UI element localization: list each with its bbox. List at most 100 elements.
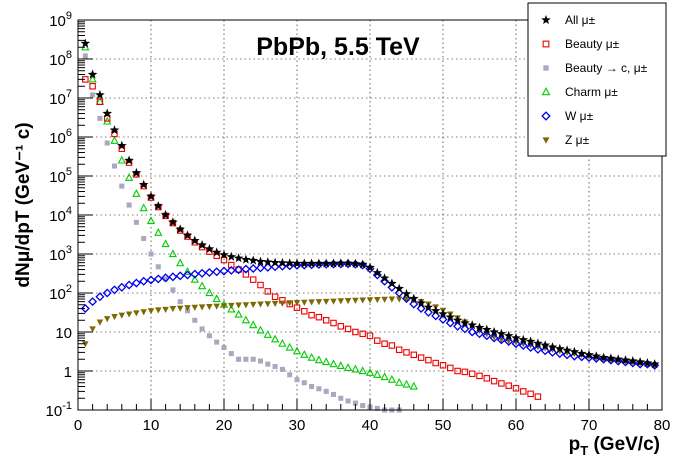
data-point [205,288,214,297]
data-point [606,353,616,363]
data-point [270,334,280,343]
data-point [162,306,169,313]
data-point [138,179,149,189]
data-point [279,366,285,372]
data-point [649,359,660,369]
legend-label: Charm μ± [565,85,618,99]
data-point [533,338,543,348]
data-point [219,266,229,276]
data-point [357,259,368,269]
data-point [352,297,359,304]
data-point [543,65,549,71]
data-point [161,273,171,283]
data-point [489,333,499,343]
data-point [147,308,155,315]
data-point [111,313,118,321]
data-point [87,69,98,79]
data-point [372,267,383,277]
legend-label: All μ± [565,13,596,27]
data-point [432,359,439,367]
data-point [635,359,645,369]
data-point [359,330,366,338]
data-point [192,317,198,323]
data-point [379,273,390,283]
data-point [175,224,185,234]
data-point [314,258,324,268]
y-tick-label: 104 [49,205,72,225]
data-point [395,377,404,386]
data-point [352,400,358,406]
data-point [227,304,236,313]
data-point [248,255,258,265]
data-point [117,155,126,164]
data-point [483,375,491,382]
axis-ticks [77,19,663,411]
data-point [131,167,142,177]
data-point [175,271,185,281]
data-point [591,351,602,361]
data-point [249,301,257,309]
data-point [447,364,454,372]
data-point [235,302,242,309]
data-point [496,328,507,338]
data-point [169,305,177,313]
data-point [344,298,352,305]
data-point [212,294,221,303]
data-point [197,281,207,290]
series-4 [80,259,660,370]
data-point [482,324,492,334]
data-point [547,347,558,357]
y-tick-label: 109 [49,10,72,30]
data-point [584,353,594,363]
data-point [541,15,551,24]
data-point [249,320,258,329]
data-point [300,350,309,358]
data-point [214,339,220,345]
data-point [265,361,271,367]
data-point [540,346,550,356]
data-point [125,311,133,318]
data-point [170,287,176,293]
x-tick-label: 10 [143,417,160,434]
data-point [284,258,295,268]
y-tick-labels: 10-1 1 10 102 103 104 105 106 107 108 109 [46,10,72,420]
data-point [598,352,609,362]
data-point [95,292,105,302]
data-point [460,318,470,328]
data-point [110,136,119,144]
data-point [111,163,118,169]
x-tick-label: 50 [435,417,452,434]
y-tick-label: 1 [64,364,72,381]
data-point [490,377,498,385]
data-point [287,372,293,378]
data-point [141,235,147,242]
data-point [373,370,382,378]
data-point [241,315,251,324]
data-point [307,352,316,361]
data-point [527,390,534,398]
data-point [88,74,97,83]
data-point [366,297,374,304]
data-point [417,354,425,361]
data-point [88,297,98,307]
data-point [409,299,419,309]
data-point [109,285,120,295]
data-point [204,243,215,253]
data-point [117,140,127,150]
data-point [176,258,185,267]
data-point [140,309,147,316]
data-point [299,258,310,268]
data-point [102,108,112,118]
data-point [409,381,418,390]
data-point [271,300,279,308]
data-point [146,216,156,225]
data-point [177,299,183,305]
data-point [220,303,228,310]
data-point [124,280,134,290]
data-point [277,257,288,267]
data-point [438,309,448,318]
data-point [139,203,148,212]
data-point [452,315,463,325]
data-point [309,383,315,390]
data-point [133,310,140,317]
